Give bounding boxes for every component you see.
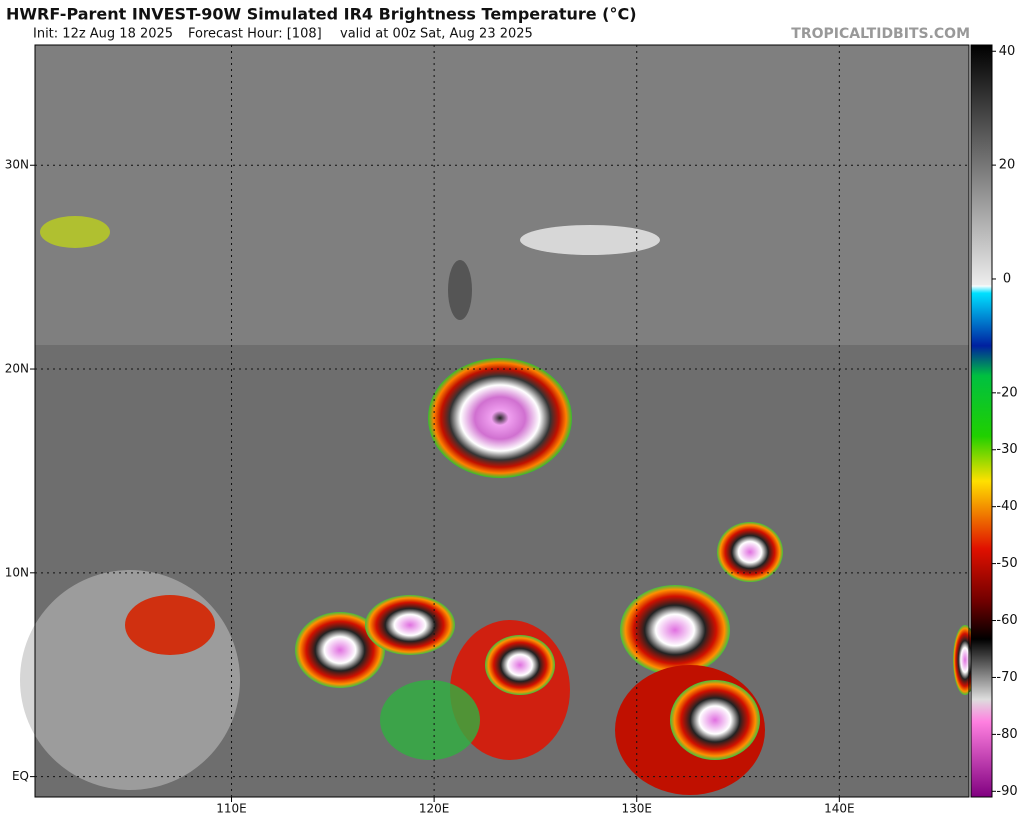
map-frame — [34, 44, 970, 798]
map — [20, 44, 977, 798]
cloud-cell — [295, 612, 385, 688]
init: Init: 12z Aug 18 2025 — [33, 27, 173, 42]
cloud-cell — [520, 225, 660, 255]
colorbar-label: -60 — [996, 613, 1017, 628]
lat-label: 30N — [5, 158, 29, 172]
cloud-cell — [620, 585, 730, 675]
lat-label: 10N — [5, 565, 29, 579]
lon-label: 140E — [824, 802, 855, 816]
colorbar-label: -20 — [996, 385, 1017, 400]
cloud-cell — [365, 595, 455, 655]
colorbar-label: -30 — [996, 442, 1017, 457]
colorbar-label: -70 — [996, 670, 1017, 685]
lat-label: EQ — [12, 769, 29, 783]
colorbar-label: 40 — [999, 44, 1016, 59]
valid-time: valid at 00z Sat, Aug 23 2025 — [340, 27, 533, 42]
title: HWRF-Parent INVEST-90W Simulated IR4 Bri… — [6, 5, 637, 24]
cloud-cell — [380, 680, 480, 760]
colorbar-label: -80 — [996, 727, 1017, 742]
cloud-layer — [20, 570, 240, 790]
colorbar-label: -50 — [996, 556, 1017, 571]
lat-label: 20N — [5, 362, 29, 376]
island — [448, 260, 472, 320]
cloud-cell — [670, 680, 760, 760]
cloud-cell — [125, 595, 215, 655]
colorbar-label: -90 — [996, 784, 1017, 799]
watermark: TROPICALTIDBITS.COM — [791, 26, 970, 42]
cloud-layer — [35, 45, 969, 345]
lon-label: 120E — [419, 802, 450, 816]
typhoon — [428, 358, 572, 478]
cloud-cell — [485, 635, 555, 695]
lon-label: 130E — [621, 802, 652, 816]
colorbar-label: 20 — [999, 158, 1016, 173]
cloud-cell — [40, 216, 110, 248]
colorbar-label: -40 — [996, 499, 1017, 514]
forecast-hour: Forecast Hour: [108] — [188, 27, 322, 42]
cloud-cell — [717, 522, 783, 582]
colorbar — [970, 44, 993, 798]
lon-label: 110E — [216, 802, 247, 816]
colorbar-label: 0 — [1003, 271, 1011, 286]
